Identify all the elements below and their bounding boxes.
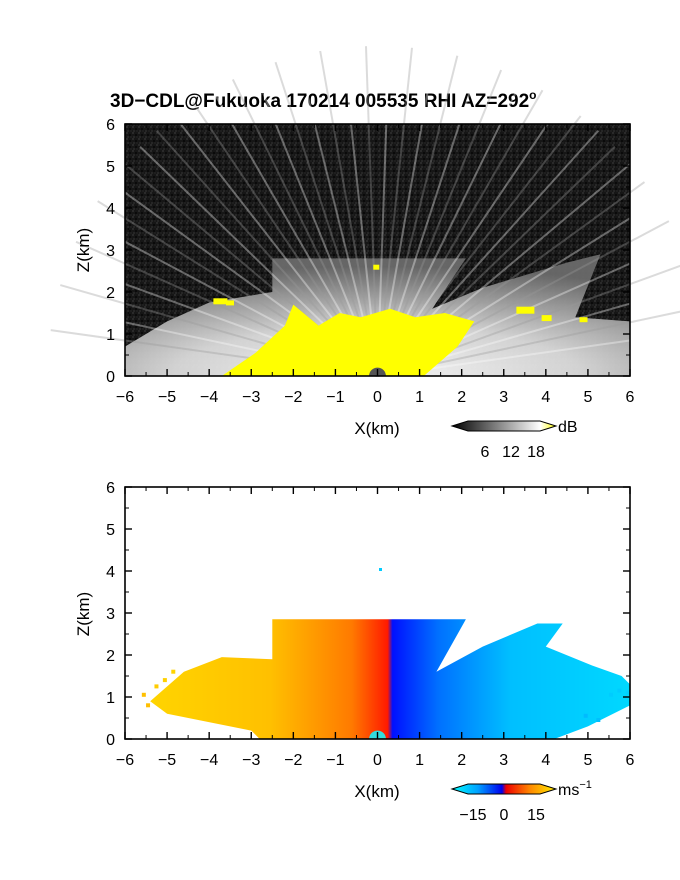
velocity-xtick-label: −4: [200, 752, 218, 769]
reflectivity-ytick-label: 4: [106, 201, 115, 218]
reflectivity-ylabel: Z(km): [74, 228, 93, 272]
velocity-colorbar-unit-exp: −1: [579, 779, 592, 791]
reflectivity-colorbar-tick: 6: [481, 444, 490, 461]
velocity-colorbar-tick: 15: [527, 807, 545, 824]
reflectivity-ytick-label: 2: [106, 285, 115, 302]
velocity-xtick-label: 3: [499, 752, 508, 769]
reflectivity-strong-echo-patches: [213, 264, 588, 323]
velocity-scatter-cell: [625, 690, 630, 695]
velocity-axes: −6 −5 −4 −3 −2 −1 0 1 2 3 4 5 6 0 1 2 3 4 5 6: [106, 480, 634, 769]
reflectivity-colorbar-unit: dB: [558, 419, 578, 436]
reflectivity-xtick-label: 4: [541, 389, 550, 406]
reflectivity-ytick-label: 5: [106, 159, 115, 176]
reflectivity-xtick-label: −5: [158, 389, 176, 406]
reflectivity-strong-echo-patch: [213, 298, 228, 305]
velocity-xtick-label: 1: [415, 752, 424, 769]
velocity-xlabel: X(km): [354, 782, 399, 801]
reflectivity-xtick-label: 2: [457, 389, 466, 406]
reflectivity-colorbar-bar: [450, 420, 558, 432]
reflectivity-xtick-label: −2: [284, 389, 302, 406]
velocity-xtick-label: 0: [373, 752, 382, 769]
reflectivity-xtick-label: 6: [626, 389, 635, 406]
velocity-colorbar-unit: ms−1: [558, 779, 592, 799]
reflectivity-xtick-label: −3: [242, 389, 260, 406]
reflectivity-ytick-label: 1: [106, 327, 115, 344]
velocity-isolated-return: [379, 568, 382, 571]
velocity-colorbar-tick: −15: [459, 807, 486, 824]
velocity-scatter-cell: [583, 713, 588, 718]
reflectivity-xtick-label: −4: [200, 389, 218, 406]
reflectivity-ytick-label: 3: [106, 243, 115, 260]
velocity-xtick-label: 2: [457, 752, 466, 769]
velocity-xtick-label: −3: [242, 752, 260, 769]
velocity-colorbar: ms−1 −15 0 15: [450, 779, 592, 824]
reflectivity-strong-echo-patch: [541, 315, 552, 322]
velocity-field: [150, 619, 630, 739]
reflectivity-strong-echo-patch: [579, 317, 588, 323]
velocity-scatter-cell: [146, 703, 151, 708]
velocity-scattered-returns: [141, 669, 630, 722]
velocity-xtick-label: 6: [626, 752, 635, 769]
velocity-colorbar-unit-base: ms: [558, 782, 579, 799]
velocity-xtick-label: −6: [116, 752, 134, 769]
figure-title: 3D−CDL@Fukuoka 170214 005535 RHI AZ=292o: [110, 88, 537, 112]
velocity-ytick-label: 2: [106, 648, 115, 665]
velocity-scatter-cell: [608, 692, 613, 697]
figure-title-main: 3D−CDL@Fukuoka 170214 005535 RHI AZ=292: [110, 91, 529, 112]
velocity-panel: −6 −5 −4 −3 −2 −1 0 1 2 3 4 5 6 0 1 2 3 4 5 6 X(km) Z(km) m…: [74, 480, 635, 824]
velocity-scatter-cell: [141, 692, 146, 697]
velocity-ytick-label: 3: [106, 606, 115, 623]
velocity-xtick-label: −1: [326, 752, 344, 769]
reflectivity-xtick-label: 0: [373, 389, 382, 406]
reflectivity-xtick-label: 1: [415, 389, 424, 406]
velocity-scatter-cell: [617, 688, 622, 693]
velocity-xtick-label: −5: [158, 752, 176, 769]
reflectivity-strong-echo-patch: [226, 300, 234, 306]
velocity-scatter-cell: [171, 669, 176, 674]
velocity-ytick-label: 5: [106, 522, 115, 539]
velocity-scatter-cell: [162, 678, 167, 683]
velocity-xtick-label: 5: [583, 752, 592, 769]
velocity-ylabel: Z(km): [74, 592, 93, 636]
velocity-ytick-label: 0: [106, 732, 115, 749]
reflectivity-strong-echo-patch: [516, 306, 535, 314]
reflectivity-colorbar-tick: 18: [527, 444, 545, 461]
velocity-ytick-label: 6: [106, 480, 115, 497]
reflectivity-xlabel: X(km): [354, 419, 399, 438]
reflectivity-strong-echo-patch: [373, 264, 380, 270]
velocity-colorbar-bar: [450, 783, 558, 795]
reflectivity-axes: −6 −5 −4 −3 −2 −1 0 1 2 3 4 5 6 0 1 2 3 4 5 6: [106, 117, 634, 406]
reflectivity-ytick-label: 6: [106, 117, 115, 134]
velocity-colorbar-tick: 0: [500, 807, 509, 824]
velocity-xtick-label: 4: [541, 752, 550, 769]
velocity-scatter-cell: [596, 718, 601, 722]
reflectivity-colorbar: dB 6 12 18: [450, 419, 578, 461]
reflectivity-ytick-label: 0: [106, 369, 115, 386]
reflectivity-strong-echo: [221, 304, 475, 376]
reflectivity-colorbar-tick: 12: [502, 444, 520, 461]
reflectivity-xtick-label: 5: [583, 389, 592, 406]
reflectivity-xtick-label: −6: [116, 389, 134, 406]
reflectivity-xtick-label: 3: [499, 389, 508, 406]
figure-title-sup: o: [529, 88, 536, 102]
reflectivity-xtick-label: −1: [326, 389, 344, 406]
velocity-scatter-cell: [154, 684, 159, 689]
velocity-ytick-label: 4: [106, 564, 115, 581]
velocity-xtick-label: −2: [284, 752, 302, 769]
velocity-ytick-label: 1: [106, 690, 115, 707]
